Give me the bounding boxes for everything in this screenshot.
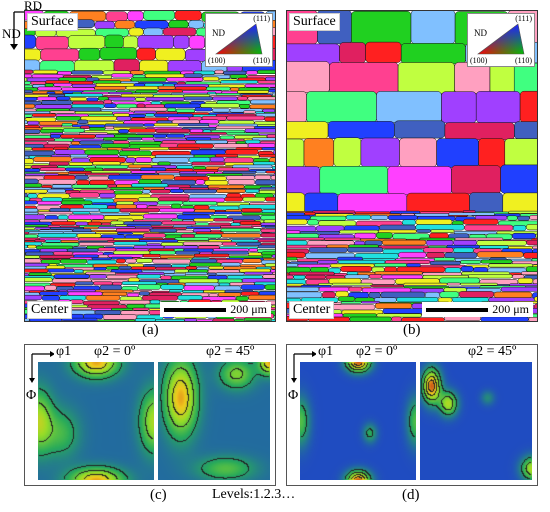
odf-section-c1 bbox=[38, 362, 154, 480]
odf-phi1-d: φ1 bbox=[318, 344, 334, 359]
surface-label-b: Surface bbox=[289, 13, 340, 31]
odf-axes-c bbox=[29, 351, 54, 383]
scale-bar-line-a bbox=[164, 308, 227, 313]
ebsd-map-b: Surface Center 200 μm ND (111) (100) (11… bbox=[286, 10, 538, 322]
caption-a: (a) bbox=[142, 322, 159, 338]
ipf-110-a: (110) bbox=[252, 56, 270, 65]
ipf-110-b: (110) bbox=[514, 56, 532, 65]
ipf-100-b: (100) bbox=[470, 56, 488, 65]
odf-Phi-c: Φ bbox=[26, 388, 37, 403]
scale-bar-b: 200 μm bbox=[422, 302, 533, 317]
ipf-111-a: (111) bbox=[253, 14, 270, 23]
odf-phi1-c: φ1 bbox=[56, 344, 72, 359]
odf-section-c2 bbox=[158, 362, 270, 480]
ipf-legend-a: ND (111) (100) (110) bbox=[205, 13, 273, 67]
scale-bar-text-b: 200 μm bbox=[492, 302, 529, 316]
center-label-a: Center bbox=[27, 301, 73, 319]
scale-bar-line-b bbox=[426, 308, 489, 313]
odf-axes-d bbox=[291, 351, 316, 383]
caption-d: (d) bbox=[402, 487, 420, 503]
caption-b: (b) bbox=[403, 322, 421, 338]
caption-c: (c) bbox=[150, 487, 167, 503]
ipf-111-b: (111) bbox=[515, 14, 532, 23]
ipf-legend-b: ND (111) (100) (110) bbox=[467, 13, 535, 67]
rd-label: RD bbox=[24, 0, 43, 13]
odf-phi2-0-c: φ2 = 0º bbox=[94, 344, 136, 359]
odf-phi2-0-d: φ2 = 0º bbox=[356, 344, 398, 359]
scale-bar-text-a: 200 μm bbox=[230, 302, 267, 316]
odf-section-d1 bbox=[300, 362, 416, 480]
ipf-nd-a: ND bbox=[212, 28, 225, 38]
nd-label: ND bbox=[2, 26, 21, 41]
odf-phi2-45-c: φ2 = 45º bbox=[206, 344, 255, 359]
odf-section-d2 bbox=[420, 362, 532, 480]
center-label-b: Center bbox=[289, 301, 335, 319]
surface-label-a: Surface bbox=[27, 13, 78, 31]
odf-Phi-d: Φ bbox=[288, 388, 299, 403]
scale-bar-a: 200 μm bbox=[160, 302, 271, 317]
ipf-nd-b: ND bbox=[474, 28, 487, 38]
ipf-100-a: (100) bbox=[208, 56, 226, 65]
odf-phi2-45-d: φ2 = 45º bbox=[468, 344, 517, 359]
ebsd-map-a: Surface Center 200 μm ND (111) (100) (11… bbox=[24, 10, 276, 322]
levels-label: Levels:1.2.3… bbox=[212, 487, 296, 502]
